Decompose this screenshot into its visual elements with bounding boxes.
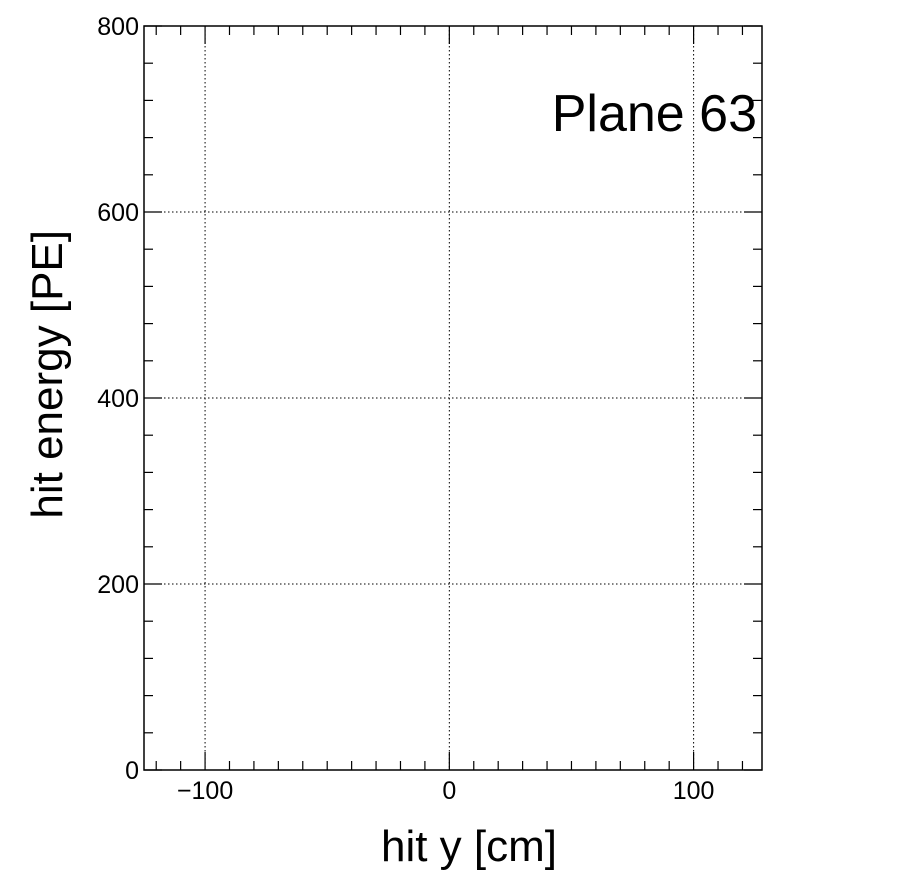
x-tick-label: 0	[442, 777, 456, 805]
y-tick-label: 600	[97, 199, 139, 227]
y-tick-label: 800	[97, 13, 139, 41]
plot-frame	[143, 25, 763, 771]
x-tick-label: −100	[177, 777, 233, 805]
plane-annotation: Plane 63	[552, 85, 757, 143]
y-axis-title: hit energy [PE]	[23, 230, 72, 519]
axis-ticks	[144, 25, 762, 771]
y-tick-labels: 0 200 400 600 800	[97, 13, 139, 785]
x-axis-title: hit y [cm]	[381, 822, 557, 871]
y-tick-label: 400	[97, 385, 139, 413]
x-tick-label: 100	[673, 777, 715, 805]
y-tick-label: 200	[97, 571, 139, 599]
y-tick-label: 0	[125, 757, 139, 785]
grid	[144, 26, 762, 770]
x-tick-labels: −100 0 100	[177, 777, 715, 805]
